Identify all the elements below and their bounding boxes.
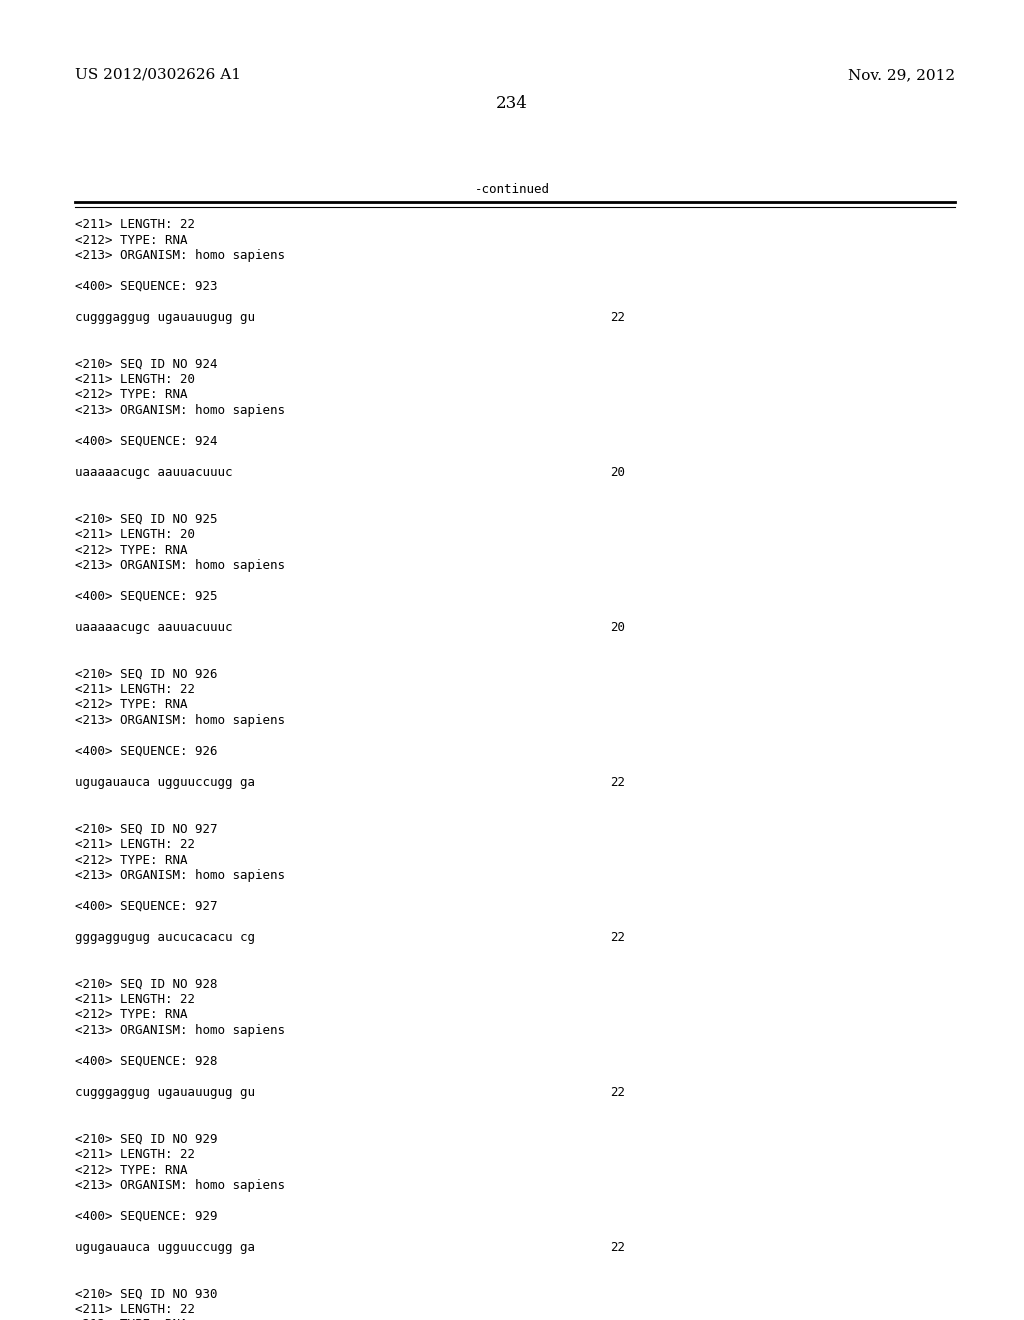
- Text: <211> LENGTH: 22: <211> LENGTH: 22: [75, 838, 195, 851]
- Text: <213> ORGANISM: homo sapiens: <213> ORGANISM: homo sapiens: [75, 404, 285, 417]
- Text: uaaaaacugc aauuacuuuc: uaaaaacugc aauuacuuuc: [75, 466, 232, 479]
- Text: ugugauauca ugguuccugg ga: ugugauauca ugguuccugg ga: [75, 1241, 255, 1254]
- Text: 22: 22: [610, 931, 625, 944]
- Text: <400> SEQUENCE: 927: <400> SEQUENCE: 927: [75, 900, 217, 913]
- Text: <211> LENGTH: 20: <211> LENGTH: 20: [75, 374, 195, 385]
- Text: <210> SEQ ID NO 925: <210> SEQ ID NO 925: [75, 512, 217, 525]
- Text: <213> ORGANISM: homo sapiens: <213> ORGANISM: homo sapiens: [75, 1179, 285, 1192]
- Text: <213> ORGANISM: homo sapiens: <213> ORGANISM: homo sapiens: [75, 249, 285, 261]
- Text: <212> TYPE: RNA: <212> TYPE: RNA: [75, 544, 187, 557]
- Text: <400> SEQUENCE: 928: <400> SEQUENCE: 928: [75, 1055, 217, 1068]
- Text: <212> TYPE: RNA: <212> TYPE: RNA: [75, 388, 187, 401]
- Text: <213> ORGANISM: homo sapiens: <213> ORGANISM: homo sapiens: [75, 1024, 285, 1038]
- Text: <211> LENGTH: 22: <211> LENGTH: 22: [75, 993, 195, 1006]
- Text: cugggaggug ugauauugug gu: cugggaggug ugauauugug gu: [75, 312, 255, 323]
- Text: <213> ORGANISM: homo sapiens: <213> ORGANISM: homo sapiens: [75, 558, 285, 572]
- Text: <210> SEQ ID NO 930: <210> SEQ ID NO 930: [75, 1287, 217, 1300]
- Text: 22: 22: [610, 312, 625, 323]
- Text: 20: 20: [610, 466, 625, 479]
- Text: <211> LENGTH: 22: <211> LENGTH: 22: [75, 218, 195, 231]
- Text: <212> TYPE: RNA: <212> TYPE: RNA: [75, 1163, 187, 1176]
- Text: <210> SEQ ID NO 927: <210> SEQ ID NO 927: [75, 822, 217, 836]
- Text: 20: 20: [610, 620, 625, 634]
- Text: <212> TYPE: RNA: <212> TYPE: RNA: [75, 854, 187, 866]
- Text: <213> ORGANISM: homo sapiens: <213> ORGANISM: homo sapiens: [75, 869, 285, 882]
- Text: <213> ORGANISM: homo sapiens: <213> ORGANISM: homo sapiens: [75, 714, 285, 727]
- Text: <400> SEQUENCE: 925: <400> SEQUENCE: 925: [75, 590, 217, 603]
- Text: 22: 22: [610, 1086, 625, 1100]
- Text: gggaggugug aucucacacu cg: gggaggugug aucucacacu cg: [75, 931, 255, 944]
- Text: <210> SEQ ID NO 928: <210> SEQ ID NO 928: [75, 978, 217, 990]
- Text: <212> TYPE: RNA: <212> TYPE: RNA: [75, 698, 187, 711]
- Text: <400> SEQUENCE: 924: <400> SEQUENCE: 924: [75, 436, 217, 447]
- Text: <211> LENGTH: 22: <211> LENGTH: 22: [75, 682, 195, 696]
- Text: <211> LENGTH: 20: <211> LENGTH: 20: [75, 528, 195, 541]
- Text: <210> SEQ ID NO 924: <210> SEQ ID NO 924: [75, 358, 217, 371]
- Text: Nov. 29, 2012: Nov. 29, 2012: [848, 69, 955, 82]
- Text: 22: 22: [610, 776, 625, 789]
- Text: <212> TYPE: RNA: <212> TYPE: RNA: [75, 1319, 187, 1320]
- Text: <400> SEQUENCE: 926: <400> SEQUENCE: 926: [75, 744, 217, 758]
- Text: <212> TYPE: RNA: <212> TYPE: RNA: [75, 234, 187, 247]
- Text: <400> SEQUENCE: 923: <400> SEQUENCE: 923: [75, 280, 217, 293]
- Text: 22: 22: [610, 1241, 625, 1254]
- Text: 234: 234: [496, 95, 528, 112]
- Text: <210> SEQ ID NO 929: <210> SEQ ID NO 929: [75, 1133, 217, 1146]
- Text: uaaaaacugc aauuacuuuc: uaaaaacugc aauuacuuuc: [75, 620, 232, 634]
- Text: <400> SEQUENCE: 929: <400> SEQUENCE: 929: [75, 1210, 217, 1224]
- Text: US 2012/0302626 A1: US 2012/0302626 A1: [75, 69, 241, 82]
- Text: <210> SEQ ID NO 926: <210> SEQ ID NO 926: [75, 668, 217, 681]
- Text: <212> TYPE: RNA: <212> TYPE: RNA: [75, 1008, 187, 1022]
- Text: <211> LENGTH: 22: <211> LENGTH: 22: [75, 1303, 195, 1316]
- Text: <211> LENGTH: 22: <211> LENGTH: 22: [75, 1148, 195, 1162]
- Text: ugugauauca ugguuccugg ga: ugugauauca ugguuccugg ga: [75, 776, 255, 789]
- Text: -continued: -continued: [474, 183, 550, 195]
- Text: cugggaggug ugauauugug gu: cugggaggug ugauauugug gu: [75, 1086, 255, 1100]
